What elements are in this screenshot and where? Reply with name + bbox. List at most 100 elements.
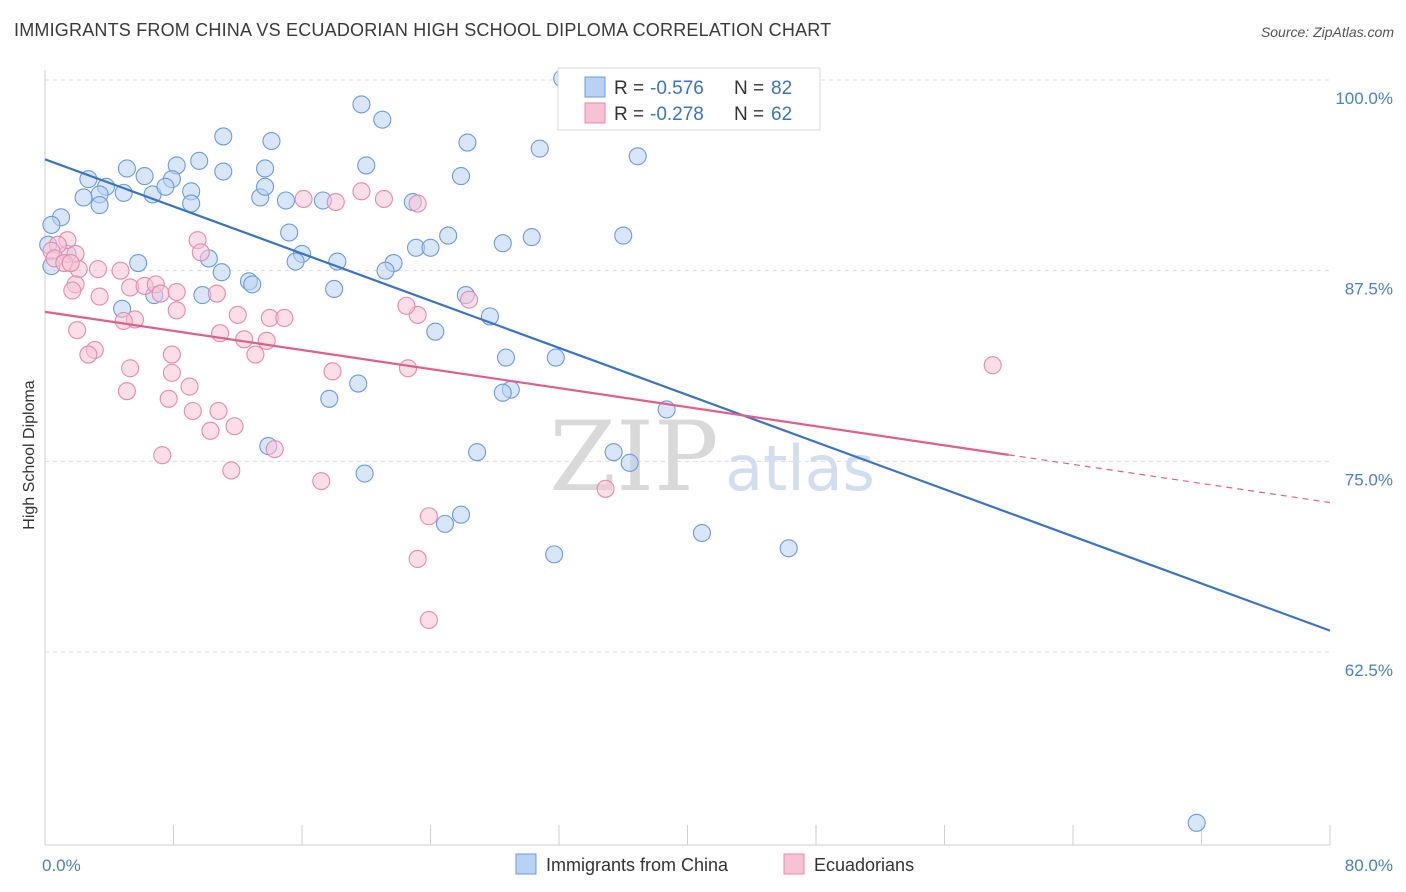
ecuador-point-29	[275, 308, 294, 328]
china-point-72	[451, 505, 471, 524]
china-point-44	[129, 253, 148, 273]
ecuador-point-56	[222, 461, 241, 480]
china-point-13	[117, 159, 136, 178]
x-tick-labels: 0.0% 80.0%	[42, 856, 1393, 875]
ecuador-point-49	[159, 389, 178, 408]
china-point-2	[214, 127, 233, 146]
ecuador-point-62	[983, 356, 1002, 375]
y-axis-label: High School Diploma	[21, 380, 38, 530]
trend-line-ecuador	[44, 310, 1009, 456]
bottom-legend: Immigrants from China Ecuadorians	[515, 853, 914, 875]
china-point-74	[545, 545, 564, 564]
ecuador-point-59	[419, 507, 438, 526]
grid-lines	[45, 79, 1330, 653]
china-point-75	[692, 523, 712, 543]
bottom-legend-label-ecuador: Ecuadorians	[814, 855, 914, 875]
y-tick-label-2: 75.0%	[1345, 470, 1393, 489]
china-point-11	[190, 151, 209, 170]
ecuador-point-53	[225, 417, 244, 436]
y-tick-label-0: 100.0%	[1335, 89, 1393, 108]
china-point-53	[325, 279, 344, 299]
china-point-6	[373, 110, 392, 129]
series-ecuador-points	[42, 182, 1002, 630]
china-point-52	[376, 261, 395, 280]
legend-r-ecuador: -0.278	[650, 104, 704, 125]
y-tick-label-1: 87.5%	[1345, 280, 1393, 299]
china-point-65	[320, 389, 339, 408]
ecuador-point-13	[191, 243, 210, 262]
ecuador-point-23	[151, 284, 170, 303]
x-tick-label-1: 80.0%	[1345, 856, 1393, 875]
bottom-legend-swatch-ecuador	[783, 853, 805, 875]
china-point-70	[620, 453, 639, 472]
china-point-46	[212, 263, 231, 282]
china-point-26	[42, 215, 61, 234]
legend-n-ecuador: 62	[771, 104, 792, 125]
source-credit: Source: ZipAtlas.com	[1260, 24, 1394, 40]
legend-n-label-china: N =	[734, 78, 764, 99]
china-point-38	[493, 234, 512, 253]
china-point-30	[276, 191, 295, 210]
china-point-31	[280, 223, 299, 242]
china-point-36	[421, 238, 440, 257]
china-point-24	[74, 188, 93, 207]
ecuador-point-42	[246, 345, 265, 364]
legend-r-label-ecuador: R =	[614, 104, 644, 125]
ecuador-point-57	[312, 472, 331, 491]
china-point-5	[458, 133, 477, 152]
y-tick-labels: 100.0% 87.5% 75.0% 62.5%	[1335, 89, 1393, 680]
china-point-39	[522, 228, 541, 247]
ecuador-point-44	[162, 363, 181, 382]
ecuador-point-58	[596, 479, 615, 498]
ecuador-point-48	[117, 382, 136, 401]
trend-line-china	[44, 158, 1331, 632]
ecuador-point-14	[61, 253, 80, 273]
legend-n-china: 82	[771, 78, 792, 99]
ecuador-point-51	[209, 401, 228, 421]
chart-title: IMMIGRANTS FROM CHINA VS ECUADORIAN HIGH…	[14, 20, 832, 40]
china-point-63	[493, 383, 512, 402]
legend-n-label-ecuador: N =	[734, 104, 764, 125]
ecuador-point-0	[352, 182, 371, 201]
ecuador-point-24	[167, 282, 186, 302]
china-point-19	[256, 159, 275, 178]
ecuador-point-25	[207, 284, 226, 303]
bottom-legend-swatch-china	[515, 853, 537, 875]
ecuador-point-15	[88, 260, 108, 279]
china-point-66	[349, 374, 368, 393]
ecuador-point-22	[90, 287, 109, 306]
x-tick-label-0: 0.0%	[42, 856, 81, 875]
china-point-37	[439, 226, 458, 245]
ecuador-point-37	[235, 330, 254, 349]
china-point-80	[256, 177, 275, 196]
ecuador-point-41	[162, 345, 181, 364]
ecuador-point-38	[257, 331, 276, 350]
china-point-3	[262, 131, 281, 151]
ecuador-point-61	[419, 610, 438, 630]
china-point-81	[156, 177, 175, 196]
china-point-28	[182, 194, 201, 213]
china-point-60	[496, 348, 516, 367]
watermark-atlas: atlas	[725, 432, 875, 505]
china-point-9	[451, 167, 471, 186]
ecuador-point-3	[374, 189, 393, 209]
top-legend: R = -0.576 N = 82 R = -0.278 N = 62	[557, 67, 821, 131]
bottom-legend-label-china: Immigrants from China	[546, 855, 729, 875]
ecuador-point-16	[111, 261, 130, 280]
ecuador-point-50	[183, 401, 202, 421]
watermark: ZIP atlas	[549, 401, 875, 513]
legend-r-label-china: R =	[614, 78, 644, 99]
china-point-76	[779, 539, 798, 558]
trend-line-ecuador-extension	[1008, 454, 1331, 504]
china-point-56	[426, 322, 445, 341]
trend-lines	[44, 158, 1331, 632]
china-point-7	[530, 139, 549, 158]
legend-swatch-ecuador	[584, 102, 606, 124]
china-point-69	[604, 443, 623, 462]
ecuador-point-40	[79, 345, 98, 364]
ecuador-point-31	[397, 296, 416, 315]
legend-swatch-china	[584, 76, 606, 98]
china-point-10	[628, 147, 647, 166]
y-tick-label-3: 62.5%	[1345, 661, 1393, 680]
